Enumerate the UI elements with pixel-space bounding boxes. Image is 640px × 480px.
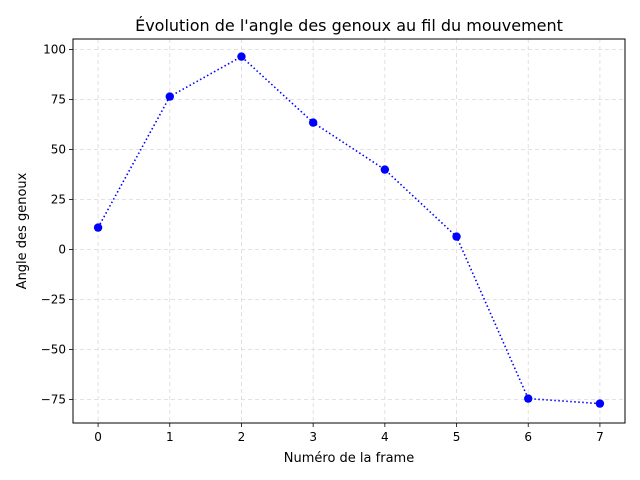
x-tick-label: 6 <box>524 430 532 444</box>
data-point <box>452 232 461 241</box>
data-point <box>308 118 318 127</box>
x-ticks: 0 1 2 3 4 5 6 7 <box>94 423 604 444</box>
series-line <box>97 55 600 405</box>
y-tick-label: 50 <box>51 143 66 157</box>
x-tick-label: 0 <box>94 430 102 444</box>
x-axis-label: Numéro de la frame <box>284 451 414 466</box>
data-point <box>93 223 103 232</box>
y-tick-label: −75 <box>41 393 66 407</box>
y-tick-label: 100 <box>43 43 66 57</box>
y-ticks: 100 75 50 25 0 −25 −50 −75 <box>41 43 73 407</box>
data-point <box>595 399 605 408</box>
x-tick-label: 2 <box>238 430 246 444</box>
data-point <box>237 52 246 61</box>
x-tick-label: 1 <box>166 430 174 444</box>
data-point <box>380 165 390 174</box>
y-tick-label: 25 <box>51 193 66 207</box>
x-tick-label: 3 <box>309 430 317 444</box>
y-tick-label: −50 <box>41 343 66 357</box>
plot-frame <box>72 38 626 424</box>
y-tick-label: −25 <box>41 293 66 307</box>
y-axis-label: Angle des genoux <box>15 172 30 289</box>
data-point <box>524 394 533 403</box>
series-layer <box>93 52 605 408</box>
grid <box>73 39 625 423</box>
x-tick-label: 5 <box>453 430 461 444</box>
x-tick-label: 4 <box>381 430 389 444</box>
x-tick-label: 7 <box>596 430 604 444</box>
data-point <box>165 92 174 101</box>
y-tick-label: 0 <box>58 243 66 257</box>
y-tick-label: 75 <box>51 93 66 107</box>
chart-title: Évolution de l'angle des genoux au fil d… <box>135 16 563 35</box>
